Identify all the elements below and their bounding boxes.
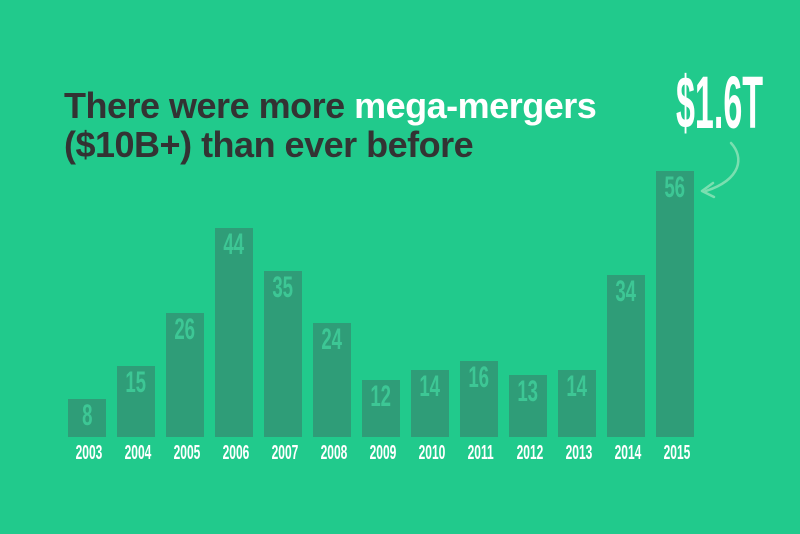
bar-value-label: 12 [370,380,392,413]
bar-value-label: 13 [517,375,539,408]
x-axis-label-2005: 2005 [173,442,201,464]
x-axis-label-2003: 2003 [75,442,103,464]
bar-value-label: 16 [468,361,490,394]
bar-2005: 26 [166,313,204,437]
bar-2008: 24 [313,323,351,437]
bar-2013: 14 [558,370,596,437]
bar-value-label: 8 [81,399,93,432]
bar-2003: 8 [68,399,106,437]
title-line2: ($10B+) than ever before [64,124,474,165]
bar-value-label: 56 [664,171,686,204]
title-prefix: There were more [64,85,355,126]
bar-value-label: 14 [419,370,441,403]
x-axis-label-2013: 2013 [565,442,593,464]
x-axis-label-2010: 2010 [418,442,446,464]
bar-value-label: 26 [174,313,196,346]
bar-value-label: 34 [615,275,637,308]
bar-chart: 8 15 26 44 35 24 12 14 16 13 14 34 56 [68,167,694,437]
bar-2012: 13 [509,375,547,437]
bar-value-label: 24 [321,323,343,356]
x-axis-label-2014: 2014 [614,442,642,464]
bar-2006: 44 [215,228,253,437]
x-axis-label-2006: 2006 [222,442,250,464]
title-highlight: mega-mergers [354,85,597,126]
bar-2015: 56 [656,171,694,437]
bar-value-label: 15 [125,366,147,399]
x-axis-label-2011: 2011 [467,442,494,464]
x-axis-label-2008: 2008 [320,442,348,464]
x-axis-label-2012: 2012 [516,442,544,464]
x-axis-labels: 2003 2004 2005 2006 2007 2008 2009 2010 2011 2012… [68,443,694,463]
x-axis-label-2015: 2015 [663,442,691,464]
bar-2007: 35 [264,271,302,437]
bar-2010: 14 [411,370,449,437]
bar-value-label: 14 [566,370,588,403]
bar-2009: 12 [362,380,400,437]
bar-value-label: 35 [272,271,294,304]
total-value-callout: $1.6T [676,61,764,144]
bar-value-label: 44 [223,228,245,261]
x-axis-label-2004: 2004 [124,442,152,464]
bar-2004: 15 [117,366,155,437]
bar-2014: 34 [607,275,645,437]
x-axis-label-2007: 2007 [271,442,299,464]
bar-2011: 16 [460,361,498,437]
x-axis-label-2009: 2009 [369,442,397,464]
chart-title: There were more mega-mergers ($10B+) than… [64,86,704,164]
